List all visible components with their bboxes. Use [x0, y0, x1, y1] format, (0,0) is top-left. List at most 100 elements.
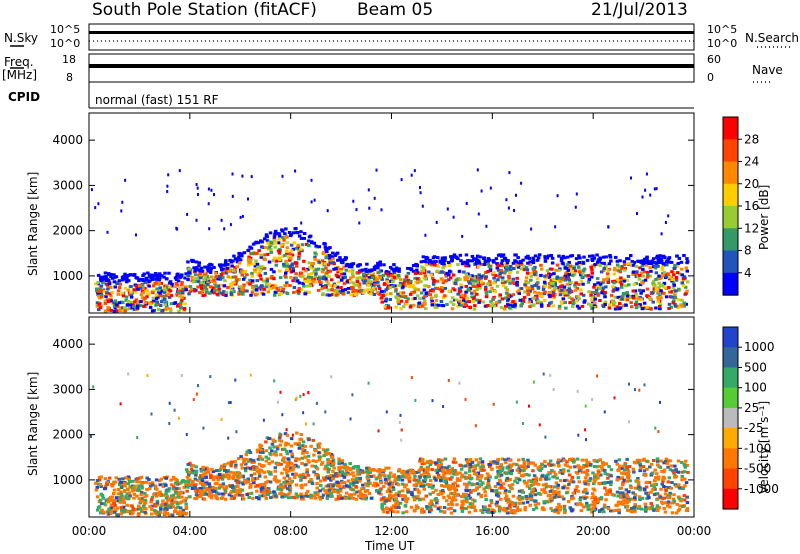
data-cell: [278, 276, 283, 280]
data-cell: [449, 255, 453, 259]
data-cell: [370, 289, 374, 293]
data-cell: [98, 296, 102, 300]
data-cell: [217, 290, 222, 294]
colorbar-tick-label: 28: [744, 132, 759, 146]
data-cell: [467, 264, 471, 268]
data-cell: [567, 261, 571, 264]
data-cell: [300, 221, 303, 225]
data-cell: [387, 477, 391, 481]
data-cell: [497, 275, 501, 279]
data-cell: [521, 300, 526, 304]
data-cell: [305, 284, 309, 288]
data-cell: [541, 506, 545, 510]
data-cell: [520, 489, 524, 492]
data-cell: [456, 263, 460, 266]
data-cell: [258, 494, 262, 498]
data-cell: [529, 497, 534, 500]
data-cell: [589, 293, 593, 297]
data-cell: [145, 494, 149, 498]
data-cell: [630, 506, 634, 510]
data-cell: [558, 279, 563, 283]
data-cell: [501, 284, 506, 288]
data-cell: [556, 460, 560, 464]
data-cell: [342, 265, 346, 269]
data-cell: [673, 483, 677, 487]
data-cell: [633, 503, 637, 506]
data-cell: [452, 472, 456, 476]
colorbar-swatch: [723, 206, 738, 229]
data-cell: [129, 512, 133, 516]
nave-label: Nave: [752, 63, 783, 77]
data-cell: [424, 469, 428, 473]
data-cell: [501, 253, 506, 257]
data-cell: [346, 291, 351, 295]
data-cell: [103, 309, 108, 313]
data-cell: [476, 471, 481, 475]
data-cell: [450, 503, 455, 507]
data-cell: [339, 489, 343, 493]
data-cell: [664, 457, 669, 461]
data-cell: [333, 284, 337, 288]
data-cell: [658, 254, 662, 258]
data-cell: [637, 288, 642, 292]
data-cell: [666, 465, 670, 469]
data-cell: [677, 486, 682, 490]
data-cell: [247, 255, 251, 259]
data-cell: [355, 277, 359, 281]
data-cell: [356, 264, 360, 268]
data-cell: [673, 263, 677, 267]
data-cell: [119, 492, 124, 496]
data-cell: [154, 494, 159, 498]
data-cell: [317, 458, 322, 462]
data-cell: [369, 496, 374, 500]
data-cell: [315, 486, 319, 490]
data-cell: [551, 277, 556, 281]
data-cell: [631, 289, 635, 293]
data-cell: [651, 257, 656, 261]
data-cell: [527, 256, 532, 260]
data-cell: [504, 265, 509, 269]
data-cell: [156, 491, 160, 495]
data-cell: [462, 475, 467, 479]
data-cell: [659, 257, 663, 261]
data-cell: [637, 277, 642, 281]
data-cell: [184, 482, 188, 486]
data-cell: [189, 287, 193, 291]
data-cell: [168, 307, 172, 311]
data-cell: [462, 482, 467, 486]
data-cell: [437, 473, 441, 477]
data-cell: [404, 483, 408, 487]
data-cell: [528, 305, 532, 309]
data-cell: [433, 305, 437, 309]
data-cell: [376, 261, 380, 265]
data-cell: [284, 441, 288, 445]
data-cell: [680, 267, 684, 271]
freq-unit: [MHz]: [2, 68, 38, 82]
data-cell: [129, 295, 134, 299]
data-cell: [655, 261, 659, 265]
data-cell: [632, 470, 636, 474]
data-cell: [355, 208, 358, 212]
data-cell: [351, 496, 356, 500]
data-cell: [625, 298, 630, 302]
data-cell: [429, 296, 434, 300]
data-cell: [385, 278, 389, 282]
data-cell: [664, 295, 669, 299]
data-cell: [565, 464, 570, 468]
data-cell: [587, 278, 592, 281]
data-cell: [561, 297, 566, 301]
data-cell: [468, 286, 473, 290]
data-cell: [252, 468, 257, 472]
data-cell: [576, 265, 581, 269]
data-cell: [592, 508, 597, 512]
data-cell: [585, 460, 589, 464]
data-cell: [419, 186, 421, 189]
data-cell: [318, 489, 322, 493]
data-cell: [534, 481, 538, 485]
data-cell: [159, 300, 164, 304]
data-cell: [508, 506, 513, 510]
data-cell: [535, 258, 540, 262]
data-cell: [321, 448, 326, 452]
data-cell: [557, 254, 561, 258]
data-cell: [575, 286, 580, 290]
